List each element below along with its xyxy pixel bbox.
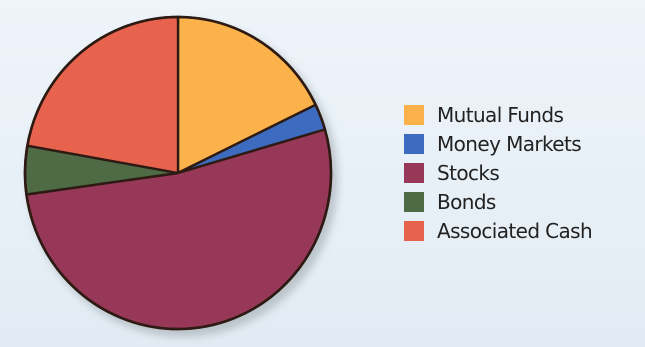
legend-label: Money Markets bbox=[437, 131, 582, 156]
pie-slices bbox=[23, 15, 333, 331]
legend-swatch-associated-cash bbox=[404, 220, 424, 241]
legend-swatch-mutual-funds bbox=[404, 104, 424, 125]
pie-outline bbox=[23, 15, 333, 331]
legend-label: Associated Cash bbox=[437, 218, 593, 243]
pie-slice-associated-cash bbox=[26, 15, 180, 175]
legend-item: Stocks bbox=[404, 158, 639, 187]
legend-label: Stocks bbox=[437, 160, 500, 185]
legend-item: Bonds bbox=[404, 187, 639, 216]
legend-label: Bonds bbox=[437, 189, 496, 214]
legend-swatch-stocks bbox=[404, 162, 424, 183]
legend-label: Mutual Funds bbox=[437, 102, 564, 127]
legend-item: Associated Cash bbox=[404, 216, 639, 245]
legend-item: Mutual Funds bbox=[404, 100, 639, 129]
legend-swatch-money-markets bbox=[404, 133, 424, 154]
chart-legend: Mutual Funds Money Markets Stocks Bonds … bbox=[404, 100, 639, 245]
legend-swatch-bonds bbox=[404, 191, 424, 212]
legend-item: Money Markets bbox=[404, 129, 639, 158]
